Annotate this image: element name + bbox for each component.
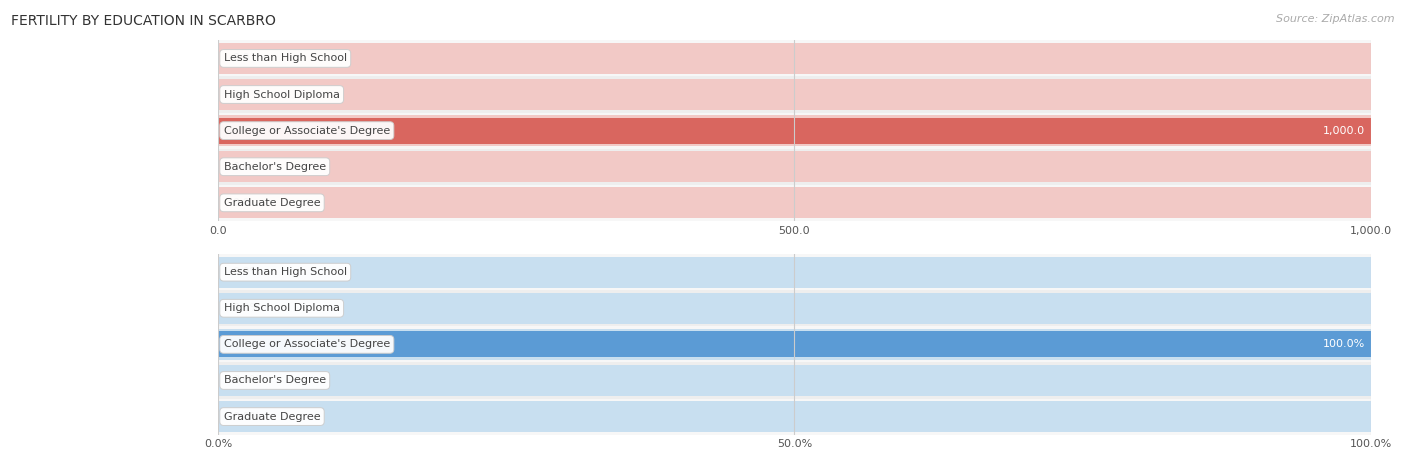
Bar bbox=[218, 152, 1371, 182]
Text: Less than High School: Less than High School bbox=[224, 53, 347, 64]
Text: College or Associate's Degree: College or Associate's Degree bbox=[224, 339, 389, 350]
Text: Bachelor's Degree: Bachelor's Degree bbox=[224, 162, 326, 172]
Text: Source: ZipAtlas.com: Source: ZipAtlas.com bbox=[1277, 14, 1395, 24]
Text: 100.0%: 100.0% bbox=[1323, 339, 1365, 350]
Bar bbox=[218, 188, 1371, 218]
Bar bbox=[218, 293, 1371, 323]
Text: 0.0: 0.0 bbox=[232, 89, 249, 100]
Text: Graduate Degree: Graduate Degree bbox=[224, 198, 321, 208]
Text: Graduate Degree: Graduate Degree bbox=[224, 411, 321, 422]
Bar bbox=[218, 79, 1371, 110]
Bar bbox=[218, 40, 1371, 76]
Bar bbox=[218, 254, 1371, 290]
Text: FERTILITY BY EDUCATION IN SCARBRO: FERTILITY BY EDUCATION IN SCARBRO bbox=[11, 14, 276, 28]
Bar bbox=[218, 326, 1371, 362]
Text: High School Diploma: High School Diploma bbox=[224, 89, 340, 100]
Bar bbox=[218, 399, 1371, 435]
Bar bbox=[218, 149, 1371, 185]
Text: 0.0%: 0.0% bbox=[232, 303, 260, 314]
Bar bbox=[218, 290, 1371, 326]
Text: 0.0: 0.0 bbox=[232, 162, 249, 172]
Text: College or Associate's Degree: College or Associate's Degree bbox=[224, 125, 389, 136]
Bar bbox=[218, 185, 1371, 221]
Bar bbox=[218, 401, 1371, 432]
Text: Bachelor's Degree: Bachelor's Degree bbox=[224, 375, 326, 386]
Text: High School Diploma: High School Diploma bbox=[224, 303, 340, 314]
Text: 0.0%: 0.0% bbox=[232, 375, 260, 386]
Text: 0.0%: 0.0% bbox=[232, 267, 260, 277]
Text: 1,000.0: 1,000.0 bbox=[1323, 125, 1365, 136]
Bar bbox=[218, 362, 1371, 399]
Bar bbox=[218, 113, 1371, 149]
Bar bbox=[218, 115, 1371, 146]
Text: 0.0%: 0.0% bbox=[232, 411, 260, 422]
Text: 0.0: 0.0 bbox=[232, 53, 249, 64]
Bar bbox=[218, 365, 1371, 396]
Bar bbox=[218, 76, 1371, 113]
Bar bbox=[218, 43, 1371, 74]
Bar bbox=[218, 257, 1371, 287]
Bar bbox=[218, 329, 1371, 360]
Bar bbox=[218, 118, 1371, 143]
Text: 0.0: 0.0 bbox=[232, 198, 249, 208]
Bar bbox=[218, 332, 1371, 357]
Text: Less than High School: Less than High School bbox=[224, 267, 347, 277]
